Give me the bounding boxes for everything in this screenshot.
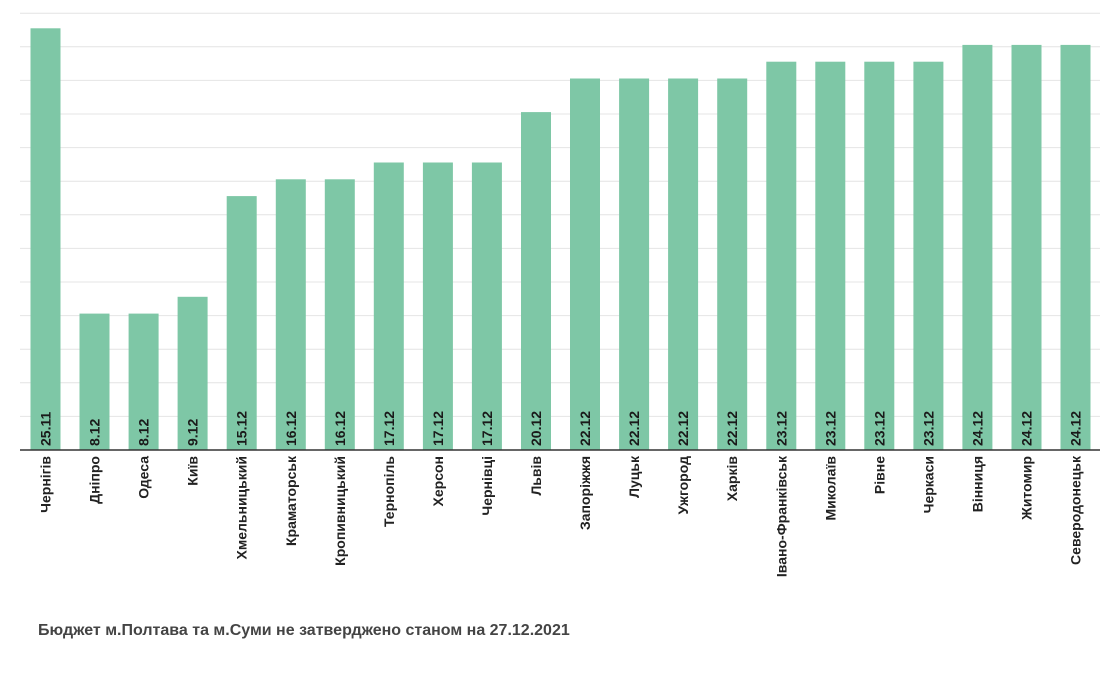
bar [471, 162, 502, 450]
bar [30, 28, 61, 451]
bar-data-label: 15.12 [234, 411, 250, 446]
bar-data-label: 24.12 [969, 411, 985, 446]
category-tick-label: Рівне [871, 456, 887, 494]
bar [521, 112, 551, 450]
category-tick-label: Київ [185, 456, 201, 486]
bar-data-label: 16.12 [332, 411, 348, 446]
category-tick-label: Чернігів [38, 456, 54, 513]
category-tick-label: Чернівці [479, 456, 495, 516]
category-tick-label: Житомир [1019, 456, 1035, 521]
bars: 25.11 8.12 8.12 9.12 15.12 16.12 16.12 17.12 17.… [30, 28, 1091, 451]
category-tick-label: Миколаїв [822, 456, 838, 521]
category-tick-label: Тернопіль [381, 456, 397, 527]
bar [275, 179, 306, 451]
bar [815, 61, 846, 450]
category-tick-label: Хмельницький [234, 456, 250, 559]
category-tick-label: Вінниця [969, 456, 985, 512]
bar [226, 196, 257, 450]
bar [79, 313, 110, 450]
bar [373, 162, 404, 450]
bar [422, 162, 453, 450]
bar-data-label: 17.12 [381, 411, 397, 446]
bar [913, 61, 944, 450]
category-tick-label: Запоріжжя [577, 456, 593, 530]
bar-data-label: 8.12 [87, 419, 103, 446]
bar-data-label: 22.12 [577, 411, 593, 446]
bar [1011, 44, 1042, 451]
bar [570, 78, 600, 450]
category-tick-label: Черкаси [920, 456, 936, 513]
category-tick-label: Херсон [430, 456, 446, 506]
category-tick-label: Северодонецьк [1068, 455, 1084, 565]
bar [128, 313, 159, 450]
bar [324, 179, 355, 451]
category-tick-label: Одеса [136, 456, 152, 499]
category-labels: Чернігів Дніпро Одеса Київ Хмельницький Крама… [38, 455, 1084, 577]
category-tick-label: Луцьк [626, 455, 642, 498]
footnote: Бюджет м.Полтава та м.Суми не затверджен… [38, 622, 570, 639]
bar-data-label: 20.12 [528, 411, 544, 446]
category-tick-label: Львів [528, 456, 544, 496]
bar [766, 61, 797, 450]
bar [619, 78, 650, 450]
bar [962, 44, 993, 451]
bar-data-label: 17.12 [479, 411, 495, 446]
bar-data-label: 23.12 [871, 411, 887, 446]
bar-data-label: 22.12 [675, 411, 691, 446]
bar-data-label: 9.12 [185, 419, 201, 446]
category-tick-label: Кропивницький [332, 456, 348, 566]
bar-chart: 25.11 8.12 8.12 9.12 15.12 16.12 16.12 17.12 17.… [20, 12, 1100, 577]
bar-data-label: 24.12 [1019, 411, 1035, 446]
bar-data-label: 23.12 [773, 411, 789, 446]
bar-data-label: 8.12 [136, 419, 152, 446]
bar [177, 296, 208, 450]
category-tick-label: Краматорськ [283, 455, 299, 546]
bar-data-label: 22.12 [626, 411, 642, 446]
bar [668, 78, 699, 450]
bar-data-label: 23.12 [822, 411, 838, 446]
bar-data-label: 23.12 [920, 411, 936, 446]
bar [864, 61, 895, 450]
category-tick-label: Ужгород [675, 456, 691, 515]
bar-data-label: 22.12 [724, 411, 740, 446]
bar-data-label: 16.12 [283, 411, 299, 446]
category-tick-label: Дніпро [87, 456, 103, 504]
category-tick-label: Івано-Франківськ [773, 455, 789, 577]
bar [1060, 44, 1091, 451]
bar [717, 78, 748, 450]
bar-data-label: 17.12 [430, 411, 446, 446]
category-tick-label: Харків [724, 456, 740, 502]
bar-data-label: 25.11 [38, 412, 54, 446]
bar-data-label: 24.12 [1068, 411, 1084, 446]
